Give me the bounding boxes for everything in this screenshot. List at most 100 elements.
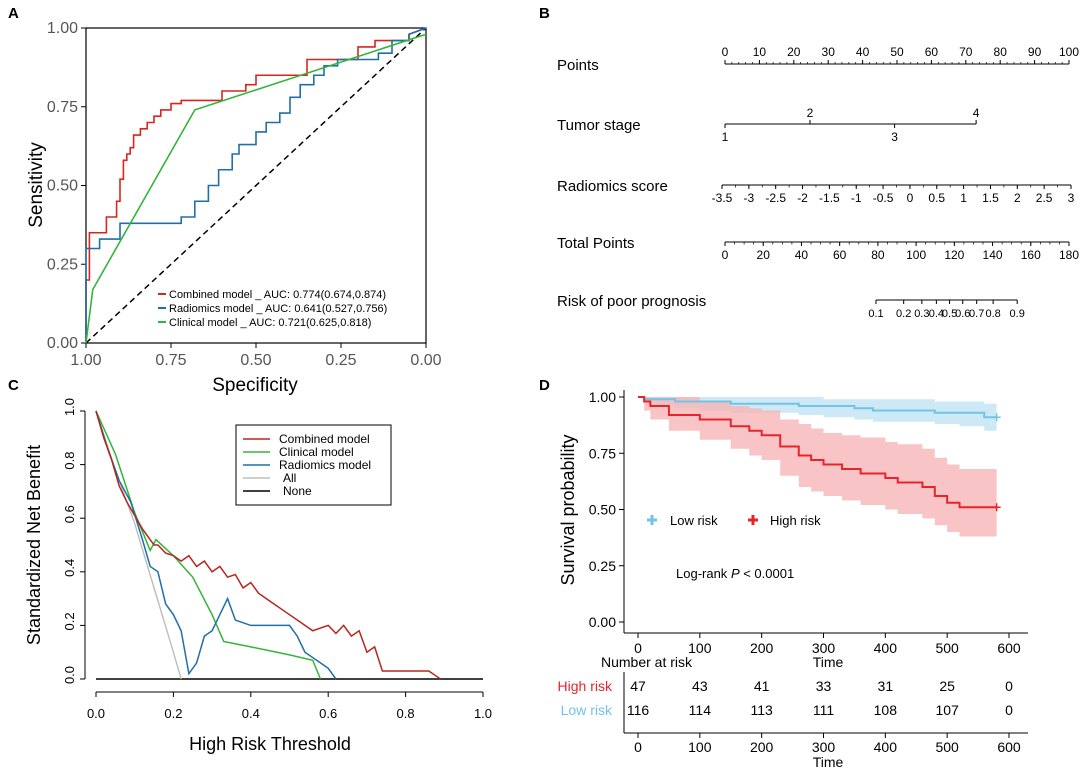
km-logrank-p: P [731, 566, 740, 581]
risk-table-cell: 111 [813, 702, 834, 718]
risk-table-cell: 0 [1005, 678, 1013, 694]
nomogram-total-tick-label: 20 [757, 248, 771, 262]
nomogram-points-tick-label: 30 [822, 45, 836, 59]
nomogram-points-tick-label: 70 [959, 45, 973, 59]
km-x-tick-label: 100 [688, 640, 712, 656]
dca-legend-label: All [283, 471, 296, 485]
panel-label-d: D [539, 377, 550, 394]
nomogram-risk-tick-label: 0.6 [955, 308, 970, 320]
nomogram-row-label-radiomics-score: Radiomics score [557, 178, 668, 195]
dca-y-tick-label: 0.6 [62, 505, 77, 523]
dca-legend-label: Combined model [279, 432, 370, 446]
nomogram-stage-tick-label: 1 [722, 130, 729, 144]
risk-table-x-tick-label: 600 [997, 739, 1021, 755]
roc-reference-line [85, 27, 427, 344]
km-legend: Low risk High risk [647, 513, 821, 528]
nomogram-radiomics-tick-label: 1 [960, 191, 967, 205]
roc-panel: 1.00 0.75 0.50 0.25 0.00 0.00 0.25 0.50 0.75 1.00… [26, 20, 442, 396]
nomogram-radiomics-tick-label: -2.5 [765, 191, 786, 205]
nomogram-panel: Points Tumor stage Radiomics score Total Po… [557, 45, 1079, 320]
nomogram-total-tick-label: 120 [944, 248, 964, 262]
km-x-tick-label: 400 [874, 640, 898, 656]
km-x-tick-label: 0 [634, 640, 642, 656]
km-panel: 0.000.250.500.751.000 100 200 300 400 500 600 … [558, 389, 1028, 770]
km-y-tick-label: 0.25 [589, 558, 616, 574]
km-legend-marker [748, 515, 758, 525]
risk-table-header: Number at risk [601, 654, 693, 670]
nomogram-stage-tick-label: 2 [807, 106, 814, 120]
nomogram-radiomics-tick-label: -3 [744, 191, 755, 205]
km-x-tick-label: 200 [750, 640, 774, 656]
nomogram-row-label-tumor-stage: Tumor stage [557, 117, 641, 134]
risk-table-x-tick-label: 500 [935, 739, 959, 755]
km-logrank-annotation: Log-rank P < 0.0001 [676, 566, 794, 581]
dca-x-tick-label: 1.0 [474, 706, 492, 721]
nomogram-row-label-total-points: Total Points [557, 235, 635, 252]
roc-legend-label: Radiomics model _ AUC: 0.641(0.527,0.756… [169, 303, 387, 315]
dca-y-tick-label: 1.0 [62, 398, 77, 416]
nomogram-total-tick-label: 140 [983, 248, 1003, 262]
roc-legend-label: Combined model _ AUC: 0.774(0.674,0.874) [169, 289, 386, 301]
roc-x-axis-label: Specificity [212, 375, 298, 396]
nomogram-radiomics-tick-label: 2 [1014, 191, 1021, 205]
km-y-tick-label: 0.75 [589, 445, 616, 461]
risk-table-cell: 108 [874, 702, 898, 718]
km-logrank-value: < 0.0001 [740, 566, 795, 581]
roc-x-tick-label: 0.75 [155, 352, 186, 369]
nomogram-total-tick-label: 180 [1059, 248, 1079, 262]
nomogram-points-tick-label: 50 [890, 45, 904, 59]
nomogram-points-tick-label: 80 [994, 45, 1008, 59]
km-x-tick-label: 500 [935, 640, 959, 656]
nomogram-total-tick-label: 100 [906, 248, 926, 262]
dca-y-tick-label: 0.8 [62, 452, 77, 470]
nomogram-points-tick-label: 10 [753, 45, 767, 59]
nomogram-risk-tick-label: 0.3 [914, 308, 929, 320]
risk-table-cell: 113 [751, 702, 774, 718]
risk-table-cell: 43 [692, 678, 708, 694]
nomogram-radiomics-tick-label: -2 [797, 191, 808, 205]
km-x-tick-label: 300 [812, 640, 836, 656]
risk-table-cell: 33 [816, 678, 832, 694]
risk-table-cell: 114 [689, 702, 712, 718]
dca-legend-label: None [283, 484, 312, 498]
dca-x-tick-label: 0.4 [242, 706, 260, 721]
panel-label-b: B [539, 5, 550, 22]
dca-series-line-radiomics-model [95, 410, 337, 680]
nomogram-risk-tick-label: 0.2 [896, 308, 911, 320]
dca-y-axis-label: Standardized Net Benefit [24, 445, 44, 645]
risk-table-cell: 47 [630, 678, 646, 694]
km-ci-band-high-risk [638, 397, 997, 537]
roc-series-line-2 [85, 33, 427, 344]
roc-y-tick-label: 1.00 [47, 20, 78, 37]
nomogram-risk-tick-label: 0.4 [929, 308, 944, 320]
nomogram-radiomics-tick-label: 2.5 [1036, 191, 1053, 205]
km-censor-mark [992, 503, 1001, 512]
nomogram-total-tick-label: 40 [795, 248, 809, 262]
nomogram-points-tick-label: 90 [1028, 45, 1042, 59]
nomogram-risk-tick-label: 0.9 [1010, 308, 1025, 320]
roc-legend-label: Clinical model _ AUC: 0.721(0.625,0.818) [169, 317, 371, 329]
nomogram-radiomics-tick-label: -3.5 [712, 191, 733, 205]
risk-table-x-axis-label: Time [813, 754, 844, 770]
risk-table: Number at risk High risk 47 43 41 33 31 25 0 Low … [558, 654, 1028, 770]
nomogram-points-tick-label: 100 [1059, 45, 1079, 59]
risk-table-cell: 0 [1005, 702, 1013, 718]
km-y-tick-label: 0.00 [589, 614, 616, 630]
dca-series-line-combined-model [95, 410, 441, 680]
km-x-tick-label: 600 [997, 640, 1021, 656]
km-legend-label: High risk [770, 513, 821, 528]
nomogram-total-tick-label: 0 [722, 248, 729, 262]
dca-x-tick-label: 0.0 [87, 706, 105, 721]
km-curve-low-risk [638, 396, 997, 419]
nomogram-risk-tick-label: 0.7 [969, 308, 984, 320]
km-x-axis-label: Time [813, 654, 844, 670]
roc-x-tick-label: 0.00 [410, 352, 441, 369]
panel-label-c: C [8, 377, 19, 394]
km-y-axis-label: Survival probability [558, 434, 578, 585]
dca-x-tick-label: 0.6 [319, 706, 337, 721]
km-curve-high-risk [638, 396, 997, 509]
roc-y-axis-label: Sensitivity [26, 142, 47, 228]
roc-series-line-0 [85, 27, 427, 343]
panel-label-a: A [8, 5, 19, 22]
